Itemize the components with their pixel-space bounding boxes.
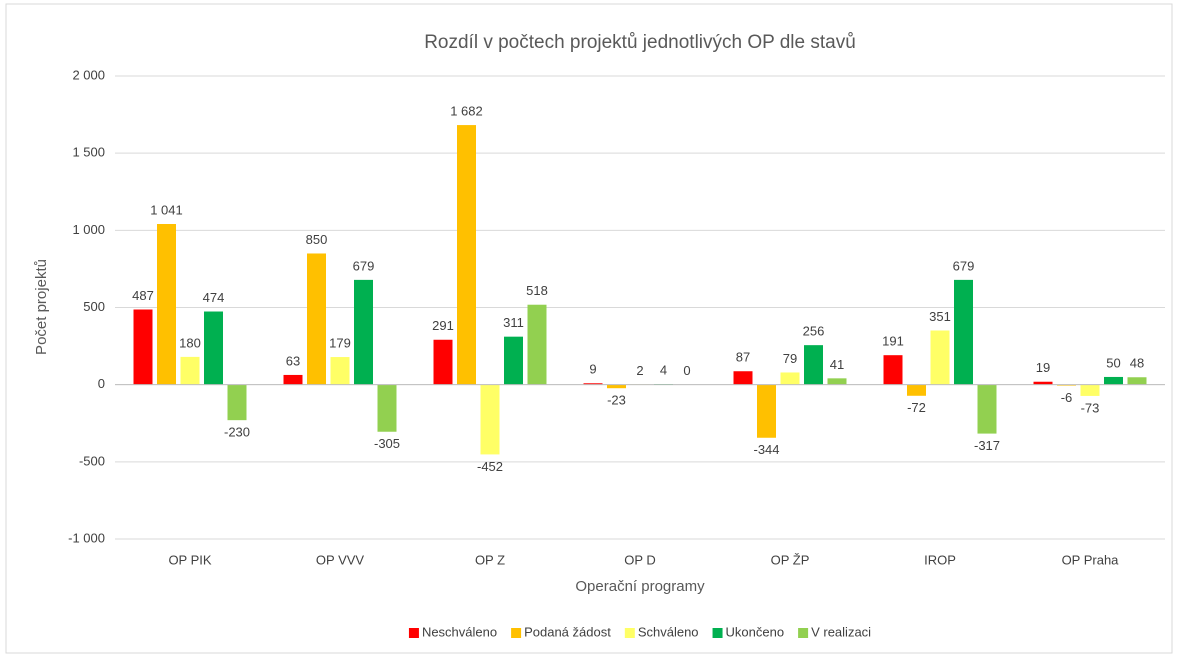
data-label: -305 (374, 436, 400, 451)
bar (978, 385, 997, 434)
data-label: -23 (607, 393, 626, 408)
bar (354, 280, 373, 385)
data-label: 850 (306, 232, 328, 247)
bar (378, 385, 397, 432)
y-tick-label: 1 500 (72, 145, 105, 160)
legend-swatch (713, 628, 723, 638)
x-tick-label: OP PIK (168, 552, 211, 567)
legend-label: V realizaci (811, 624, 871, 639)
bar (157, 224, 176, 385)
x-tick-label: OP Praha (1062, 552, 1120, 567)
bar (804, 345, 823, 385)
data-label: 191 (882, 334, 904, 349)
y-tick-label: 2 000 (72, 67, 105, 82)
x-tick-label: OP Z (475, 552, 505, 567)
bar (907, 385, 926, 396)
bar (204, 312, 223, 385)
data-label: 2 (636, 363, 643, 378)
bar (954, 280, 973, 385)
bar (884, 355, 903, 384)
data-label: -72 (907, 400, 926, 415)
bar (331, 357, 350, 385)
legend-label: Ukončeno (726, 624, 785, 639)
data-label: 79 (783, 351, 797, 366)
data-label: 19 (1036, 360, 1050, 375)
data-label: 518 (526, 283, 548, 298)
data-label: 311 (503, 315, 524, 330)
legend-swatch (511, 628, 521, 638)
bar (607, 385, 626, 389)
data-label: 87 (736, 350, 750, 365)
data-label: 48 (1130, 356, 1144, 371)
bar (528, 305, 547, 385)
data-label: 291 (432, 318, 454, 333)
bar (781, 372, 800, 384)
data-label: 679 (953, 258, 975, 273)
data-label: 351 (929, 309, 951, 324)
y-axis-title: Počet projektů (33, 259, 50, 355)
data-label: 4 (660, 362, 667, 377)
data-label: 487 (132, 288, 154, 303)
legend-label: Podaná žádost (524, 624, 611, 639)
bar (757, 385, 776, 438)
data-label: 1 041 (150, 202, 183, 217)
y-tick-label: -1 000 (68, 530, 105, 545)
chart-title: Rozdíl v počtech projektů jednotlivých O… (424, 32, 856, 53)
data-label: -344 (753, 442, 779, 457)
bar (1128, 377, 1147, 384)
x-tick-label: OP ŽP (771, 552, 810, 567)
bar (434, 340, 453, 385)
x-tick-label: OP D (624, 552, 656, 567)
data-label: 474 (203, 290, 225, 305)
bar (931, 330, 950, 384)
legend-label: Schváleno (638, 624, 699, 639)
data-label: 679 (353, 258, 375, 273)
bar (1081, 385, 1100, 396)
data-label: 180 (179, 335, 201, 350)
bar (504, 337, 523, 385)
bar (228, 385, 247, 420)
y-tick-label: 1 000 (72, 222, 105, 237)
y-tick-label: 0 (98, 376, 105, 391)
data-label: -230 (224, 425, 250, 440)
y-tick-label: -500 (79, 453, 105, 468)
data-label: -6 (1061, 390, 1073, 405)
data-label: -317 (974, 438, 1000, 453)
bar (284, 375, 303, 385)
bar (828, 378, 847, 384)
y-tick-label: 500 (83, 299, 105, 314)
data-label: -73 (1081, 400, 1100, 415)
legend-swatch (409, 628, 419, 638)
bar (181, 357, 200, 385)
bar (734, 371, 753, 384)
data-label: 1 682 (450, 104, 483, 119)
data-label: 41 (830, 357, 844, 372)
x-tick-label: IROP (924, 552, 956, 567)
bar (481, 385, 500, 455)
data-label: 256 (803, 324, 825, 339)
data-label: 9 (589, 362, 596, 377)
bar (134, 310, 153, 385)
data-label: 179 (329, 335, 351, 350)
data-label: -452 (477, 459, 503, 474)
legend-swatch (625, 628, 635, 638)
bar (1104, 377, 1123, 385)
data-label: 63 (286, 353, 300, 368)
bar (307, 253, 326, 384)
data-label: 0 (683, 363, 690, 378)
data-label: 50 (1106, 355, 1120, 370)
legend-swatch (798, 628, 808, 638)
x-axis-title: Operační programy (575, 578, 705, 595)
legend-label: Neschváleno (422, 624, 497, 639)
bar (457, 125, 476, 385)
x-tick-label: OP VVV (316, 552, 365, 567)
